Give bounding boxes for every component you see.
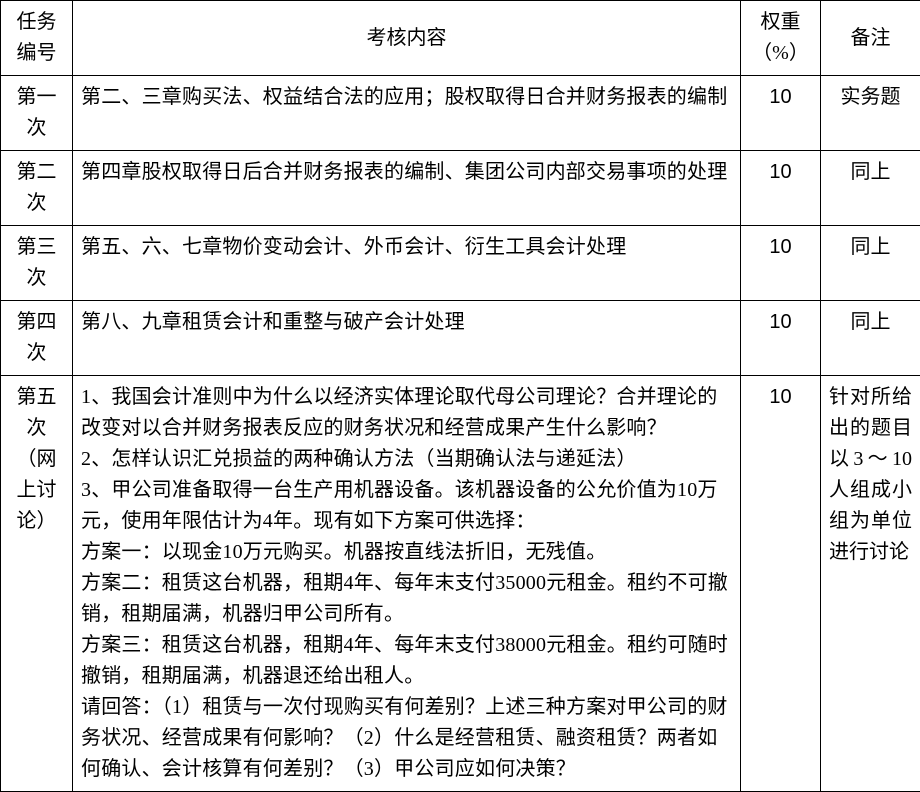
header-task-id: 任务编号 (1, 1, 73, 76)
cell-content: 第八、九章租赁会计和重整与破产会计处理 (73, 301, 741, 376)
table-row: 第一次 第二、三章购买法、权益结合法的应用；股权取得日合并财务报表的编制 10 … (1, 76, 920, 151)
cell-content: 第五、六、七章物价变动会计、外币会计、衍生工具会计处理 (73, 226, 741, 301)
assessment-table: 任务编号 考核内容 权重（%） 备注 第一次 第二、三章购买法、权益结合法的应用… (0, 0, 920, 792)
table-row: 第五次（网上讨论） 1、我国会计准则中为什么以经济实体理论取代母公司理论？合并理… (1, 376, 920, 792)
header-content: 考核内容 (73, 1, 741, 76)
cell-weight: 10 (741, 376, 821, 792)
cell-note: 同上 (821, 226, 920, 301)
cell-content: 第二、三章购买法、权益结合法的应用；股权取得日合并财务报表的编制 (73, 76, 741, 151)
cell-weight: 10 (741, 151, 821, 226)
cell-content: 第四章股权取得日后合并财务报表的编制、集团公司内部交易事项的处理 (73, 151, 741, 226)
cell-task-id: 第三次 (1, 226, 73, 301)
cell-weight: 10 (741, 301, 821, 376)
cell-weight: 10 (741, 76, 821, 151)
cell-note: 同上 (821, 151, 920, 226)
header-note: 备注 (821, 1, 920, 76)
cell-task-id: 第五次（网上讨论） (1, 376, 73, 792)
header-weight: 权重（%） (741, 1, 821, 76)
cell-task-id: 第二次 (1, 151, 73, 226)
table-row: 第三次 第五、六、七章物价变动会计、外币会计、衍生工具会计处理 10 同上 (1, 226, 920, 301)
table-row: 第四次 第八、九章租赁会计和重整与破产会计处理 10 同上 (1, 301, 920, 376)
cell-note: 同上 (821, 301, 920, 376)
cell-content: 1、我国会计准则中为什么以经济实体理论取代母公司理论？合并理论的改变对以合并财务… (73, 376, 741, 792)
cell-task-id: 第一次 (1, 76, 73, 151)
cell-task-id: 第四次 (1, 301, 73, 376)
cell-note: 针对所给出的题目以3～10人组成小组为单位进行讨论 (821, 376, 920, 792)
table-header-row: 任务编号 考核内容 权重（%） 备注 (1, 1, 920, 76)
cell-note: 实务题 (821, 76, 920, 151)
table-row: 第二次 第四章股权取得日后合并财务报表的编制、集团公司内部交易事项的处理 10 … (1, 151, 920, 226)
cell-weight: 10 (741, 226, 821, 301)
